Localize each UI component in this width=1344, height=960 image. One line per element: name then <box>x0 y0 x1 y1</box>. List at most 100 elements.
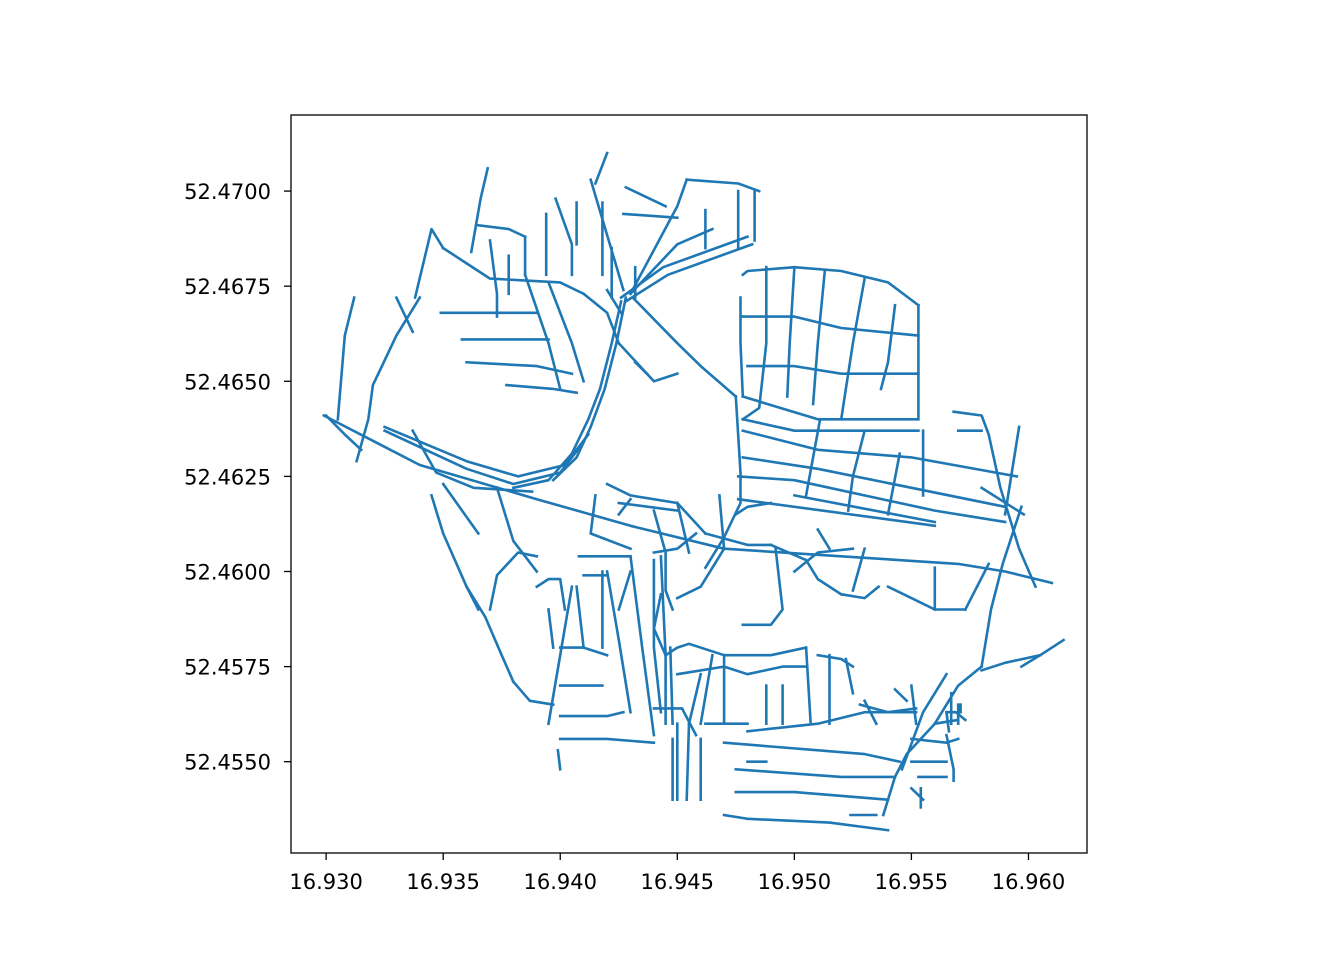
road-segment <box>441 482 481 536</box>
road-segment <box>464 584 481 612</box>
y-tick-label: 52.4625 <box>184 465 271 489</box>
road-segment <box>624 242 754 304</box>
road-segment <box>336 296 356 421</box>
road-segment <box>558 710 625 718</box>
road-segment <box>746 364 920 376</box>
road-segment <box>741 417 920 433</box>
y-axis: 52.4550 52.4575 52.4600 52.4625 52.4650 52.46… <box>184 180 291 775</box>
road-segment <box>546 585 574 726</box>
road-segment <box>816 653 855 669</box>
road-segment <box>628 227 715 296</box>
road-segment <box>624 185 668 209</box>
road-segment <box>476 223 527 239</box>
road-segment <box>740 265 921 308</box>
road-segment <box>324 413 364 452</box>
road-segment <box>633 360 649 376</box>
road-segment <box>1003 425 1021 516</box>
y-tick-label: 52.4700 <box>184 180 271 204</box>
road-segment <box>1019 638 1066 669</box>
road-segment <box>816 527 832 551</box>
road-segment <box>429 493 516 684</box>
road-segment <box>900 672 949 771</box>
road-segment <box>558 737 656 745</box>
road-segment <box>558 646 609 657</box>
x-tick-label: 16.945 <box>641 870 714 894</box>
road-segment <box>668 646 674 726</box>
road-segment <box>652 558 663 714</box>
y-tick-label: 52.4675 <box>184 275 271 299</box>
road-segment <box>769 543 843 597</box>
road-segment <box>488 551 539 612</box>
road-segment <box>792 493 937 524</box>
road-segment <box>575 585 586 650</box>
road-segment <box>652 707 698 737</box>
x-tick-label: 16.950 <box>758 870 831 894</box>
road-segment <box>839 584 881 600</box>
road-segment <box>722 741 902 764</box>
road-segment <box>617 501 679 513</box>
axes-frame <box>290 114 1088 854</box>
road-segment <box>879 303 897 391</box>
road-segment <box>980 505 1024 669</box>
road-segment <box>811 269 827 406</box>
x-tick-label: 16.940 <box>523 870 596 894</box>
road-segment <box>553 197 574 277</box>
road-segment <box>465 360 574 376</box>
y-tick-label: 52.4600 <box>184 560 271 584</box>
road-segment <box>741 429 1019 478</box>
x-tick-label: 16.960 <box>992 870 1065 894</box>
road-segment <box>547 608 555 650</box>
road-segment <box>546 280 586 383</box>
road-segment <box>785 265 796 398</box>
road-segment <box>741 455 1007 509</box>
road-segment <box>944 733 955 783</box>
road-segment <box>685 722 691 802</box>
road-segment <box>792 547 855 574</box>
road-segment <box>488 239 499 318</box>
road-segment <box>886 452 902 516</box>
road-segment <box>504 383 579 395</box>
road-segment <box>804 646 813 726</box>
road-segment <box>382 425 591 478</box>
road-segment <box>952 410 1038 589</box>
road-segment <box>945 710 951 733</box>
road-segment <box>616 341 679 383</box>
road-segment <box>945 710 968 722</box>
road-segment <box>354 295 422 463</box>
road-segment <box>663 642 808 657</box>
road-segment <box>741 315 920 338</box>
road-network <box>322 151 1066 832</box>
road-segment <box>622 212 679 220</box>
road-segment <box>722 813 749 821</box>
road-segment <box>844 657 855 695</box>
road-segment <box>617 569 633 612</box>
road-segment <box>699 653 714 726</box>
road-segment <box>703 531 773 547</box>
road-segment <box>886 584 967 611</box>
road-segment <box>675 665 808 676</box>
road-segment <box>804 417 822 497</box>
road-segment <box>675 493 726 600</box>
road-segment <box>629 554 656 737</box>
road-segment <box>551 296 628 483</box>
y-tick-label: 52.4575 <box>184 656 271 680</box>
road-segment <box>535 577 567 611</box>
road-segment <box>511 679 555 707</box>
road-segment <box>619 235 750 300</box>
road-segment <box>741 547 784 627</box>
road-segment <box>734 501 773 517</box>
road-segment <box>979 653 1042 673</box>
road-segment <box>495 486 539 574</box>
road-segment <box>740 265 768 422</box>
road-segment <box>628 178 689 296</box>
road-segment <box>523 273 562 391</box>
road-segment <box>675 501 691 555</box>
road-segment <box>589 493 633 551</box>
road-segment <box>556 748 562 771</box>
x-tick-label: 16.935 <box>406 870 479 894</box>
road-segment <box>511 299 623 490</box>
road-segment <box>394 295 415 334</box>
road-segment <box>739 296 745 398</box>
y-tick-label: 52.4650 <box>184 370 271 394</box>
y-tick-label: 52.4550 <box>184 751 271 775</box>
